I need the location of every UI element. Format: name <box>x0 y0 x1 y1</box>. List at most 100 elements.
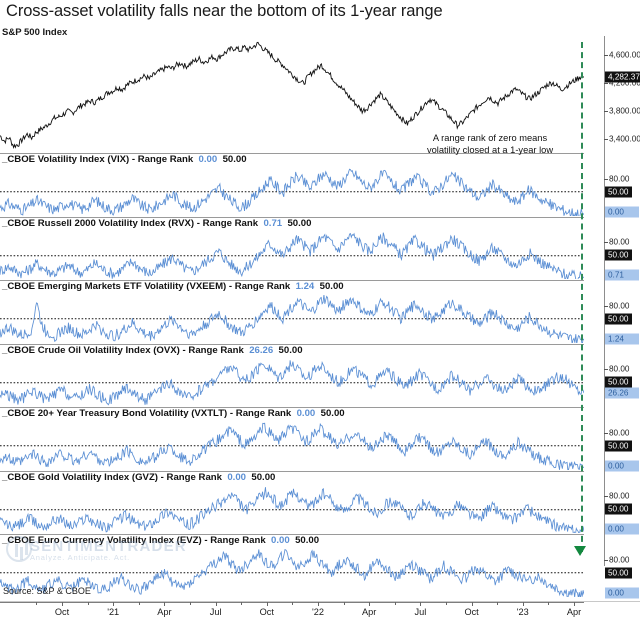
right-axis-column: 3,400.00 3,800.00 4,200.00 4,600.00 4,282.37… <box>584 36 640 598</box>
subpanel-axis-label-80: 80.00 <box>609 364 630 374</box>
x-axis-label: Oct <box>464 607 479 617</box>
subpanel-plot-vix <box>0 168 584 216</box>
subpanel-gvz: _CBOE Gold Volatility Index (GVZ) - Rang… <box>0 472 584 536</box>
subpanel-midline-box: 50.00 <box>605 249 632 261</box>
subpanel-midline-box: 50.00 <box>605 440 632 452</box>
panel-separator <box>0 534 584 535</box>
subpanel-axis-tick-80 <box>604 369 608 371</box>
subpanel-current-value-box: 0.00 <box>605 206 639 217</box>
subpanel-axis-tick-80 <box>604 559 608 561</box>
x-axis-tick <box>574 602 575 606</box>
subpanel-vix: _CBOE Volatility Index (VIX) - Range Ran… <box>0 154 584 218</box>
x-axis-minor-tick <box>36 602 38 605</box>
subpanel-ovx: _CBOE Crude Oil Volatility Index (OVX) -… <box>0 345 584 409</box>
spx-line-series <box>0 41 584 150</box>
x-axis-minor-tick <box>138 602 140 605</box>
subpanel-current-value-box: 26.26 <box>605 387 639 399</box>
annotation-line-2: volatility closed at a 1-year low <box>426 144 554 155</box>
subpanel-axis-label-80: 80.00 <box>609 555 630 565</box>
source-note: Source: S&P & CBOE <box>3 586 91 596</box>
panel-separator <box>0 343 584 345</box>
subpanel-axis-label-80: 80.00 <box>609 428 630 438</box>
subpanel-label: _CBOE Russell 2000 Volatility Index (RVX… <box>2 217 259 229</box>
range-rank-midline: 50.00 <box>278 344 303 356</box>
panel-separator <box>0 280 584 281</box>
range-rank-value: 0.00 <box>271 535 290 546</box>
subpanel-title-vix: _CBOE Volatility Index (VIX) - Range Ran… <box>2 154 247 165</box>
subpanel-plot-vxeem <box>0 295 584 343</box>
spx-axis-label: 4,600.00 <box>609 50 640 60</box>
subpanel-axis-label-80: 80.00 <box>609 491 630 501</box>
x-axis-tick <box>113 602 115 606</box>
subpanel-axis-tick-80 <box>604 178 608 180</box>
range-rank-midline: 50.00 <box>287 217 312 229</box>
spx-axis-tick <box>604 54 608 56</box>
subpanel-midline-box: 50.00 <box>605 376 632 388</box>
subpanel-current-value-box: 0.00 <box>605 587 639 598</box>
annotation-line-1: A range rank of zero means <box>432 133 548 143</box>
subpanel-axis-label-80: 80.00 <box>609 301 630 311</box>
x-axis-minor-tick <box>394 602 396 605</box>
range-rank-value: 0.71 <box>263 217 283 229</box>
subpanel-midline-box: 50.00 <box>605 503 632 515</box>
subpanel-title-gvz: _CBOE Gold Volatility Index (GVZ) - Rang… <box>2 472 275 483</box>
x-axis-label: Jul <box>209 607 222 617</box>
x-axis-label: '21 <box>107 607 120 617</box>
subpanel-vxtlt: _CBOE 20+ Year Treasury Bond Volatility … <box>0 408 584 472</box>
subpanel-current-value-box: 1.24 <box>605 333 639 344</box>
spx-panel-label: S&P 500 Index <box>2 27 68 38</box>
spx-axis-label: 3,800.00 <box>609 106 640 116</box>
spx-price-panel <box>0 36 584 154</box>
x-axis-tick <box>215 602 217 606</box>
annotation-callout: A range rank of zero means volatility cl… <box>405 133 575 156</box>
subpanel-title-evz: _CBOE Euro Currency Volatility Index (EV… <box>2 535 319 546</box>
subpanel-plot-vxtlt <box>0 422 584 470</box>
x-axis-minor-tick <box>241 602 243 605</box>
range-rank-midline: 50.00 <box>222 154 247 165</box>
subpanel-title-ovx: _CBOE Crude Oil Volatility Index (OVX) -… <box>2 345 303 356</box>
spx-axis-tick <box>604 110 608 112</box>
x-axis-minor-tick <box>87 602 89 605</box>
range-rank-value: 26.26 <box>249 344 274 356</box>
subpanel-title-vxeem: _CBOE Emerging Markets ETF Volatility (V… <box>2 281 344 292</box>
subpanel-label: _CBOE Crude Oil Volatility Index (OVX) -… <box>2 344 244 356</box>
x-axis-label: Oct <box>54 607 70 617</box>
subpanel-midline-box: 50.00 <box>605 313 632 325</box>
subpanel-plot-ovx <box>0 359 584 407</box>
subpanel-title-vxtlt: _CBOE 20+ Year Treasury Bond Volatility … <box>2 408 345 419</box>
range-rank-midline: 50.00 <box>320 408 345 419</box>
current-date-marker-arrow <box>574 546 586 556</box>
x-axis-label: '22 <box>312 607 324 617</box>
x-axis-label: Apr <box>157 607 172 617</box>
subpanel-label: _CBOE Volatility Index (VIX) - Range Ran… <box>2 154 194 165</box>
subpanel-label: _CBOE Euro Currency Volatility Index (EV… <box>2 535 266 546</box>
x-axis-tick <box>369 602 371 606</box>
subpanel-axis-tick-80 <box>604 432 608 434</box>
subpanel-current-value-box: 0.71 <box>605 269 639 281</box>
x-axis-tick <box>420 602 422 606</box>
x-axis-label: Apr <box>566 607 582 617</box>
x-axis-tick <box>164 602 166 606</box>
x-axis-label: Jul <box>414 607 427 617</box>
range-rank-value: 0.00 <box>227 471 247 483</box>
x-axis-minor-tick <box>446 602 447 605</box>
panel-separator <box>0 407 584 408</box>
spx-axis-label: 3,400.00 <box>609 134 640 144</box>
subpanel-current-value-box: 0.00 <box>605 460 639 471</box>
subpanel-label: _CBOE 20+ Year Treasury Bond Volatility … <box>2 408 292 419</box>
x-axis-minor-tick <box>292 602 294 605</box>
subpanel-plot-evz <box>0 549 584 597</box>
subpanel-current-value-box: 0.00 <box>605 523 639 535</box>
panel-separator <box>0 470 584 472</box>
x-axis-label: Oct <box>259 607 274 617</box>
subpanel-axis-tick-80 <box>604 305 608 307</box>
spx-axis-tick <box>604 82 608 84</box>
subpanel-axis-tick-80 <box>604 496 608 498</box>
range-rank-value: 0.00 <box>296 408 316 419</box>
x-axis-tick <box>471 602 473 606</box>
x-axis-minor-tick <box>343 602 345 605</box>
range-rank-midline: 50.00 <box>251 471 276 483</box>
subpanel-plot-rvx <box>0 232 584 279</box>
range-rank-value: 0.00 <box>198 154 218 165</box>
x-axis-minor-tick <box>497 602 499 605</box>
